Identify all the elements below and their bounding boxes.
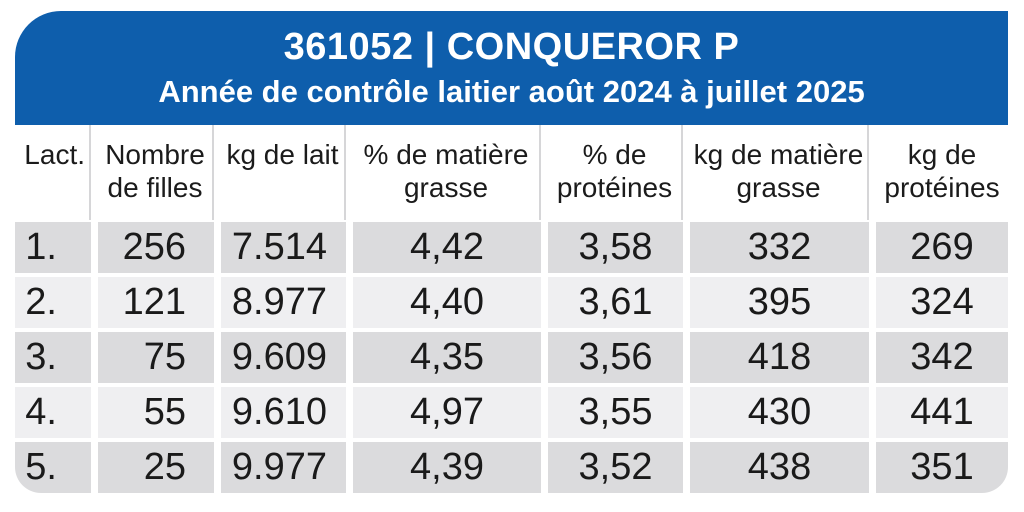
- bull-id-name-title: 361052 | CONQUEROR P: [283, 25, 740, 68]
- table-cell: 9.610: [221, 387, 346, 438]
- table-cell: 3,55: [548, 387, 683, 438]
- table-cell: 332: [690, 222, 869, 273]
- table-row: 4. 55 9.610 4,97 3,55 430 441: [15, 387, 1008, 438]
- table-cell: 430: [690, 387, 869, 438]
- table-header-row: Lact. Nombre de filles kg de lait% de mati…: [15, 125, 1008, 222]
- table-cell: 395: [690, 277, 869, 328]
- table-cell: 4,42: [353, 222, 541, 273]
- table-cell: 438: [690, 442, 869, 493]
- table-cell: 8.977: [221, 277, 346, 328]
- table-cell: 4,40: [353, 277, 541, 328]
- card-header: 361052 | CONQUEROR P Année de contrôle l…: [15, 11, 1008, 125]
- table-cell: 3.: [15, 332, 91, 383]
- table-cell: 55: [98, 387, 214, 438]
- table-body: 1. 256 7.514 4,42 3,58 332 269 2. 121 8.977 4,40 3,…: [15, 222, 1008, 493]
- table-cell: 121: [98, 277, 214, 328]
- table-row: 3. 75 9.609 4,35 3,56 418 342: [15, 332, 1008, 383]
- table-cell: 1.: [15, 222, 91, 273]
- table-row: 1. 256 7.514 4,42 3,58 332 269: [15, 222, 1008, 273]
- column-header-kg-de-lait: kg de lait: [221, 125, 346, 220]
- table-cell: 418: [690, 332, 869, 383]
- milk-control-year-subtitle: Année de contrôle laitier août 2024 à ju…: [158, 74, 865, 110]
- lactation-proof-card: 361052 | CONQUEROR P Année de contrôle l…: [15, 11, 1008, 497]
- table-cell: 441: [876, 387, 1008, 438]
- table-cell: 75: [98, 332, 214, 383]
- table-cell: 9.977: [221, 442, 346, 493]
- column-header-lact: Lact.: [15, 125, 91, 220]
- table-cell: 5.: [15, 442, 91, 493]
- table-cell: 4,97: [353, 387, 541, 438]
- table-cell: 4,39: [353, 442, 541, 493]
- table-row: 5. 25 9.977 4,39 3,52 438 351: [15, 442, 1008, 493]
- table-cell: 3,61: [548, 277, 683, 328]
- table-cell: 256: [98, 222, 214, 273]
- table-cell: 3,58: [548, 222, 683, 273]
- table-cell: 7.514: [221, 222, 346, 273]
- table-cell: 269: [876, 222, 1008, 273]
- table-cell: 4.: [15, 387, 91, 438]
- table-cell: 342: [876, 332, 1008, 383]
- column-header-kg-proteines: kg de protéines: [884, 139, 1000, 203]
- table-cell: 25: [98, 442, 214, 493]
- column-header-pct-proteines: % de protéines: [548, 125, 683, 220]
- column-header-kg-matiere-grasse: kg de matière grasse: [690, 125, 869, 220]
- table-cell: 324: [876, 277, 1008, 328]
- table-cell: 4,35: [353, 332, 541, 383]
- table-cell: 351: [876, 442, 1008, 493]
- table-cell: 2.: [15, 277, 91, 328]
- column-header-pct-matiere-grasse: % de matière grasse: [353, 125, 541, 220]
- table-cell: 9.609: [221, 332, 346, 383]
- table-cell: 3,52: [548, 442, 683, 493]
- table-row: 2. 121 8.977 4,40 3,61 395 324: [15, 277, 1008, 328]
- table-cell: 3,56: [548, 332, 683, 383]
- column-header-nombre-de-filles: Nombre de filles: [98, 125, 214, 220]
